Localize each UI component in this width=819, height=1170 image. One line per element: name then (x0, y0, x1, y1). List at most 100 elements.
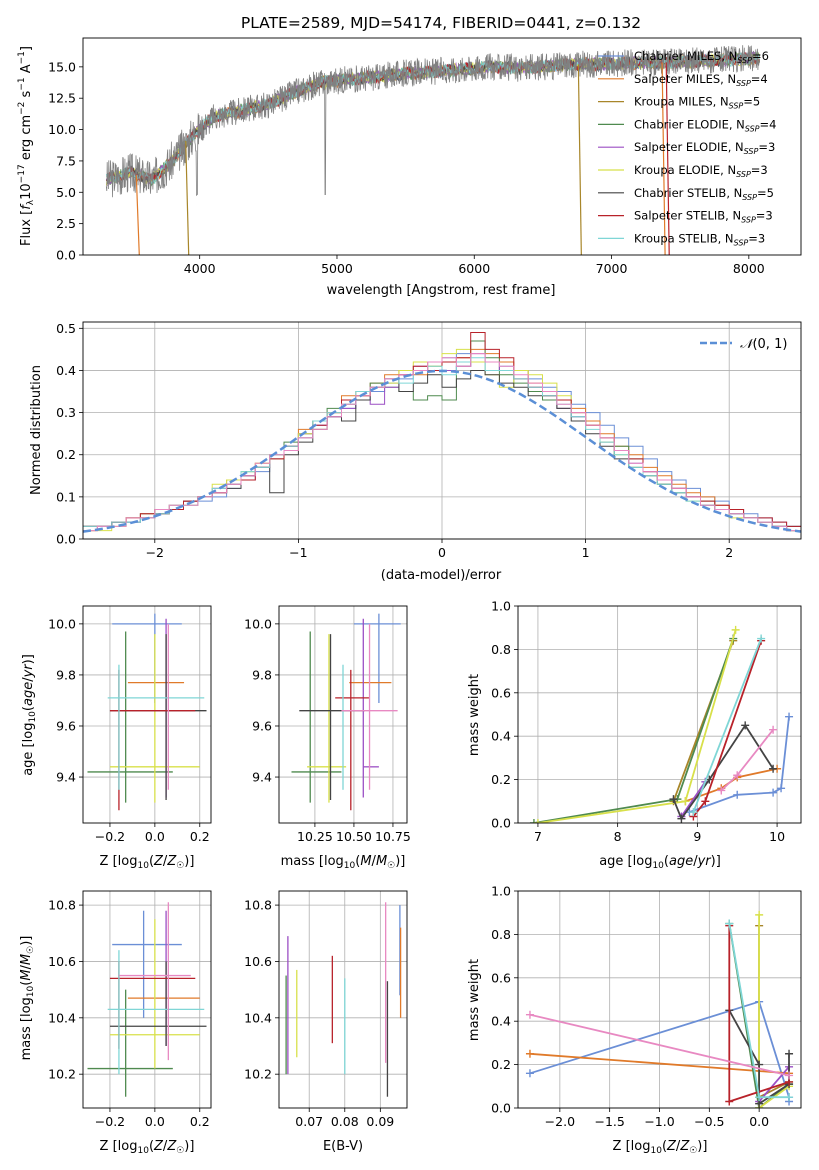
weight-marker (769, 725, 778, 734)
weight-marker (769, 788, 778, 797)
weight-marker (785, 1049, 794, 1058)
legend-label: Salpeter ELODIE, NSSP=3 (634, 140, 775, 156)
y-tick-label: 0.0 (56, 248, 76, 263)
x-tick-label: −0.2 (95, 829, 125, 844)
plot-area (285, 902, 402, 1097)
mZ-ylabel: mass [log10(M/M☉)] (19, 936, 36, 1061)
weight-marker (731, 625, 740, 634)
y-tick-label: 10.0 (48, 122, 76, 137)
y-tick-label: 10.2 (48, 1067, 76, 1082)
y-tick-label: 0.2 (56, 447, 76, 462)
model-dropout (185, 140, 190, 255)
plot-area (105, 45, 760, 255)
x-tick-label: −1.5 (594, 1114, 624, 1129)
wZ-xlabel: Z [log10(Z/Z☉)] (613, 1139, 708, 1156)
y-tick-label: 0.3 (56, 405, 76, 420)
weight-marker (689, 808, 698, 817)
axes-frame (517, 890, 802, 1109)
y-tick-label: 10.2 (244, 1067, 272, 1082)
y-tick-label: 0.2 (491, 1057, 511, 1072)
age-vs-Z-panel: −0.2 0.0 0.29.49.69.810.0 Z [log10(Z/Z☉)] … (21, 605, 212, 871)
plot-area (87, 902, 207, 1097)
legend-label: Salpeter STELIB, NSSP=3 (634, 209, 773, 225)
x-tick-label: 0.2 (190, 1114, 210, 1129)
x-tick-label: 7000 (596, 261, 628, 276)
y-tick-label: 0.0 (56, 532, 76, 547)
legend-label: Kroupa ELODIE, NSSP=3 (634, 163, 768, 179)
grid (83, 891, 211, 1108)
weight-marker (769, 764, 778, 773)
legend-label: Chabrier ELODIE, NSSP=4 (634, 117, 776, 133)
spectrum-legend: Chabrier MILES, NSSP=6 Salpeter MILES, NS… (598, 49, 776, 247)
normal-legend-label: 𝒩(0, 1) (740, 337, 787, 352)
weight-line (720, 729, 774, 792)
axes: −2.0 −1.5 −1.0 −0.5 0.0 0.0 0.2 0.4 0.6 0.8 1.0 (491, 884, 802, 1129)
spectrum-panel: 4000 5000 6000 7000 8000 0.0 2.5 5.0 7.5 10.0 12.5… (17, 37, 802, 298)
weight-marker (681, 797, 690, 806)
weight-vs-age-panel: 7 8 9 10 0.0 0.2 0.4 0.6 0.8 1.0 age [log10(age/y… (467, 599, 802, 871)
weight-marker (785, 712, 794, 721)
y-tick-label: 0.8 (491, 642, 511, 657)
ageM-xlabel: mass [log10(M/M☉)] (281, 854, 406, 871)
y-tick-label: 1.0 (491, 884, 511, 899)
x-tick-label: 2 (725, 545, 733, 560)
weight-marker (725, 919, 734, 928)
plot-area (529, 625, 794, 823)
observed-spectrum (105, 45, 760, 198)
wAge-ylabel: mass weight (467, 674, 482, 756)
weight-line (758, 1066, 790, 1103)
weight-marker (525, 1010, 534, 1019)
weight-line (758, 914, 790, 1108)
weight-vs-Z-panel: −2.0 −1.5 −1.0 −0.5 0.0 0.0 0.2 0.4 0.6 0.8 1.0 Z … (467, 884, 802, 1156)
y-tick-label: 10.4 (244, 1010, 272, 1025)
weight-marker (755, 1093, 764, 1102)
weight-line (692, 638, 762, 813)
weight-line (692, 640, 762, 818)
legend-label: Kroupa STELIB, NSSP=3 (634, 231, 765, 247)
y-tick-label: 0.1 (56, 489, 76, 504)
y-tick-label: 9.4 (56, 770, 76, 785)
axes-frame (82, 605, 212, 824)
x-tick-label: 0.0 (749, 1114, 769, 1129)
ageZ-xlabel: Z [log10(Z/Z☉)] (100, 854, 195, 871)
y-tick-label: 9.6 (56, 718, 76, 733)
x-tick-label: −0.5 (694, 1114, 724, 1129)
weight-marker (755, 910, 764, 919)
x-tick-label: 0.0 (145, 1114, 165, 1129)
y-tick-label: 0.4 (491, 729, 511, 744)
y-tick-label: 9.4 (252, 770, 272, 785)
legend-label: Chabrier MILES, NSSP=6 (634, 49, 769, 65)
axes: −0.2 0.0 0.2 9.4 9.6 9.8 10.0 (48, 605, 212, 844)
weight-line (689, 716, 790, 813)
age-vs-mass-panel: 10.25 10.50 10.75 9.4 9.6 9.8 10.0 mass [log10… (244, 605, 411, 871)
x-tick-label: −2.0 (545, 1114, 575, 1129)
weight-marker (717, 786, 726, 795)
mass-vs-ebv-panel: 0.07 0.08 0.09 10.2 10.4 10.6 10.8 E(B-V) (244, 890, 408, 1154)
y-tick-label: 10.0 (244, 616, 272, 631)
x-tick-label: 10.25 (297, 829, 333, 844)
x-tick-label: 10.75 (375, 829, 411, 844)
legend-label: Salpeter MILES, NSSP=4 (634, 72, 768, 88)
legend-label: Chabrier STELIB, NSSP=5 (634, 186, 774, 202)
x-tick-label: 8000 (733, 261, 765, 276)
mass-vs-Z-panel: −0.2 0.0 0.2 10.2 10.4 10.6 10.8 Z [log10(Z/Z☉… (19, 890, 212, 1156)
x-tick-label: −2 (146, 545, 164, 560)
weight-marker (525, 1069, 534, 1078)
y-tick-label: 15.0 (48, 59, 76, 74)
weight-marker (525, 1049, 534, 1058)
weight-marker (677, 814, 686, 823)
axes-frame (82, 37, 802, 256)
x-tick-label: 4000 (184, 261, 216, 276)
weight-marker (741, 721, 750, 730)
x-tick-label: 5000 (321, 261, 353, 276)
mZ-xlabel: Z [log10(Z/Z☉)] (100, 1139, 195, 1156)
x-tick-label: −1 (289, 545, 307, 560)
residual-histogram-panel: −2 −1 0 1 2 0.0 0.1 0.2 0.3 0.4 0.5 (data-model)/e… (29, 321, 802, 583)
grid (83, 606, 211, 823)
y-tick-label: 10.0 (48, 616, 76, 631)
axes-frame (82, 321, 802, 540)
y-tick-label: 0.4 (491, 1014, 511, 1029)
histogram-series (83, 353, 801, 539)
y-tick-label: 0.2 (491, 772, 511, 787)
